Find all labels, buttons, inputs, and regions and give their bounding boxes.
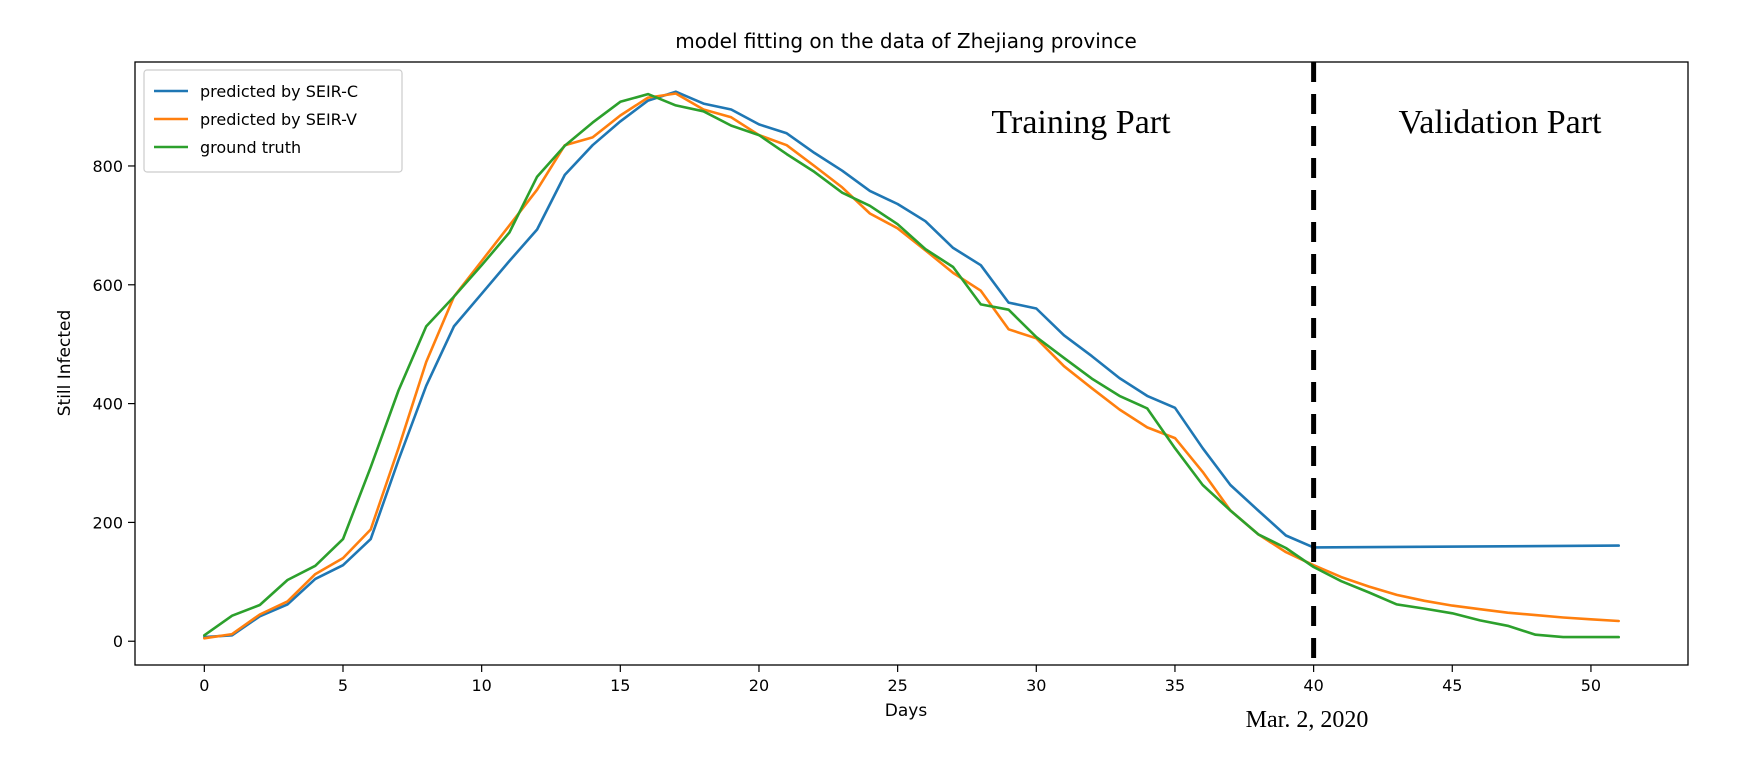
y-tick-label: 600 [92,276,123,295]
annotation-validation-part: Validation Part [1398,104,1602,141]
annotation-training-part: Training Part [991,104,1171,141]
x-tick-label: 25 [887,676,907,695]
y-tick-label: 0 [113,632,123,651]
legend-label-1: predicted by SEIR-C [200,82,358,101]
x-tick-label: 20 [749,676,769,695]
legend-label-2: predicted by SEIR-V [200,110,357,129]
x-tick-label: 45 [1442,676,1462,695]
axes: 0 5 10 15 20 25 30 35 40 45 50 0 200 400 600 800 [92,61,1689,695]
series-line-1 [203,90,1620,639]
x-tick-label: 5 [338,676,348,695]
legend-box [143,69,403,173]
series-line-2 [203,92,1620,640]
legend-label-3: ground truth [200,138,301,157]
x-tick-label: 15 [610,676,630,695]
y-tick-label: 800 [92,157,123,176]
x-tick-label: 30 [1026,676,1046,695]
x-tick-label: 35 [1165,676,1185,695]
y-tick-label: 400 [92,395,123,414]
chart-title: model fitting on the data of Zhejiang pr… [675,29,1137,53]
series-layer [203,90,1620,640]
annotation-date: Mar. 2, 2020 [1246,707,1369,733]
x-tick-label: 0 [199,676,209,695]
x-tick-label: 50 [1581,676,1601,695]
y-axis-label: Still Infected [55,310,75,417]
x-axis-label: Days [885,701,928,721]
series-line-3 [203,92,1620,639]
legend: predicted by SEIR-C predicted by SEIR-V gr… [143,69,403,173]
plot-frame [134,61,1689,666]
y-tick-label: 200 [92,513,123,532]
x-tick-label: 10 [471,676,491,695]
x-tick-label: 40 [1303,676,1323,695]
